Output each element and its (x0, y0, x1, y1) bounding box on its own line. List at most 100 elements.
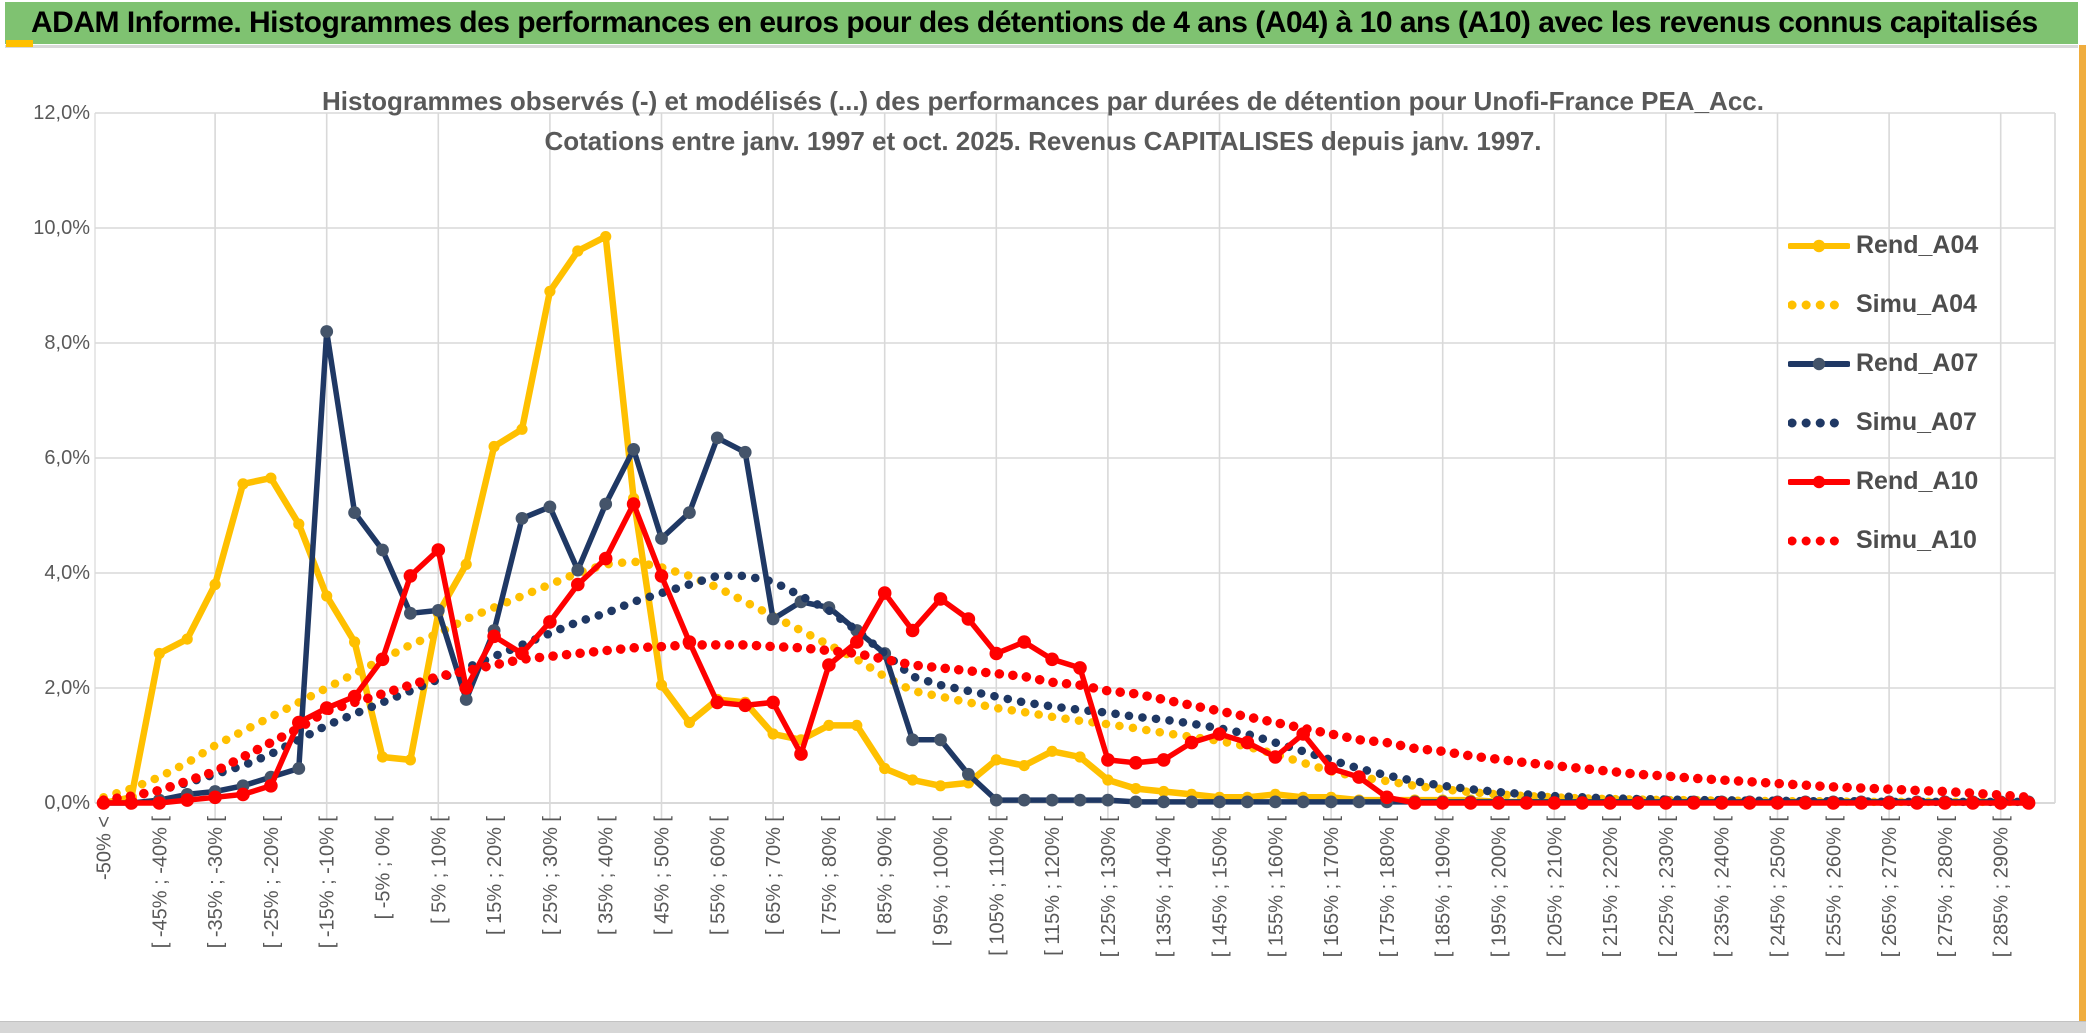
plot-area: -50% < [ -45% ; -40% [[ -35% ; -30% [[ -2… (94, 112, 2056, 958)
data-point (600, 231, 612, 243)
data-point (626, 497, 641, 511)
data-point (153, 647, 165, 660)
data-point (1157, 795, 1171, 809)
legend-item-simu-a10[interactable]: Simu_A10 (1787, 511, 2058, 570)
legend-sample-simu-a04-icon (1787, 297, 1853, 313)
chart-area[interactable]: Histogrammes observés (-) et modélisés (… (10, 50, 2076, 1016)
legend-label: Simu_A07 (1856, 408, 1977, 436)
y-tick-label: 6,0% (44, 447, 90, 469)
x-tick-label: [ 205% ; 210% [ (1544, 816, 1566, 958)
legend-item-rend-a10[interactable]: Rend_A10 (1787, 452, 2058, 511)
data-point (851, 719, 863, 732)
y-tick-label: 4,0% (44, 562, 90, 584)
data-point (264, 779, 278, 793)
x-tick-label: [ 185% ; 190% [ (1433, 816, 1455, 958)
data-point (1241, 795, 1254, 809)
data-point (1687, 796, 1701, 810)
data-point (1074, 751, 1086, 763)
data-point (181, 633, 193, 645)
data-point (1352, 795, 1366, 809)
data-point (1993, 796, 2008, 810)
data-point (962, 767, 975, 781)
data-point (906, 733, 919, 747)
data-point (1519, 796, 1534, 810)
header-divider (5, 45, 2078, 48)
data-point (766, 695, 780, 710)
data-point (1213, 795, 1226, 809)
data-point (1101, 753, 1115, 767)
data-point (1212, 727, 1227, 741)
data-point (431, 604, 445, 617)
data-point (404, 606, 417, 620)
data-point (488, 440, 500, 453)
data-point (543, 615, 557, 629)
data-point (654, 569, 669, 583)
data-point (459, 693, 473, 706)
data-point (543, 500, 557, 514)
legend-label: Rend_A07 (1856, 349, 1979, 377)
data-point (459, 681, 474, 695)
data-point (1129, 795, 1143, 809)
series-Simu_A10 (98, 640, 2034, 805)
data-point (877, 586, 892, 600)
data-point (989, 646, 1004, 661)
data-point (655, 679, 668, 691)
data-point (403, 569, 418, 583)
data-point (544, 285, 556, 297)
data-point (1268, 795, 1282, 809)
data-point (376, 751, 389, 763)
x-tick-label: [ -15% ; -10% [ (317, 816, 339, 949)
x-tick-label: [ 45% ; 50% [ (652, 816, 674, 935)
x-tick-label: [ 15% ; 20% [ (484, 816, 506, 935)
data-point (1826, 796, 1841, 810)
legend-sample-rend-a04-icon (1787, 238, 1851, 254)
y-tick-label: 2,0% (44, 677, 90, 699)
x-tick-label: [ 65% ; 70% [ (763, 816, 785, 935)
legend-item-rend-a04[interactable]: Rend_A04 (1787, 216, 2058, 275)
data-point (1324, 761, 1338, 776)
x-tick-label: [ 275% ; 280% [ (1935, 816, 1957, 958)
data-point (934, 733, 947, 747)
data-point (1045, 652, 1059, 667)
data-point (321, 590, 333, 602)
x-tick-label: [ 245% ; 250% [ (1768, 816, 1790, 958)
data-point (1045, 793, 1059, 807)
x-tick-label: [ 135% ; 140% [ (1154, 816, 1176, 958)
horizontal-scrollbar[interactable] (0, 1021, 2086, 1033)
data-point (905, 623, 920, 638)
data-point (1659, 796, 1673, 810)
data-point (1770, 796, 1785, 810)
data-point (1268, 750, 1283, 764)
data-point (1854, 796, 1868, 810)
data-point (1575, 796, 1589, 810)
data-point (572, 245, 584, 257)
data-point (850, 635, 864, 649)
data-point (349, 636, 361, 648)
data-point (710, 431, 724, 445)
data-point (1714, 796, 1729, 810)
data-point (1102, 774, 1114, 786)
data-point (1742, 796, 1757, 810)
chart-legend: Rend_A04 Simu_A04 Rend_A07 Simu_A07 Rend… (1787, 216, 2058, 570)
legend-sample-rend-a10-icon (1787, 474, 1851, 490)
legend-label: Rend_A10 (1856, 467, 1979, 495)
data-point (404, 754, 416, 766)
data-point (1156, 753, 1171, 767)
data-point (1017, 793, 1031, 807)
data-point (1130, 783, 1142, 795)
legend-item-rend-a07[interactable]: Rend_A07 (1787, 334, 2058, 393)
data-point (1631, 796, 1645, 810)
x-tick-label: [ 165% ; 170% [ (1321, 816, 1343, 958)
data-point (1352, 770, 1366, 784)
data-point (1101, 793, 1115, 807)
x-tick-label: [ 25% ; 30% [ (540, 816, 562, 935)
legend-item-simu-a07[interactable]: Simu_A07 (1787, 393, 2058, 452)
header-title: ADAM Informe. Histogrammes des performan… (31, 6, 2038, 39)
data-point (990, 754, 1002, 766)
x-tick-label: [ 105% ; 110% [ (986, 816, 1008, 956)
legend-item-simu-a04[interactable]: Simu_A04 (1787, 275, 2058, 334)
data-point (487, 629, 501, 644)
legend-sample-rend-a07-icon (1787, 356, 1851, 372)
legend-sample-simu-a07-icon (1787, 415, 1853, 431)
